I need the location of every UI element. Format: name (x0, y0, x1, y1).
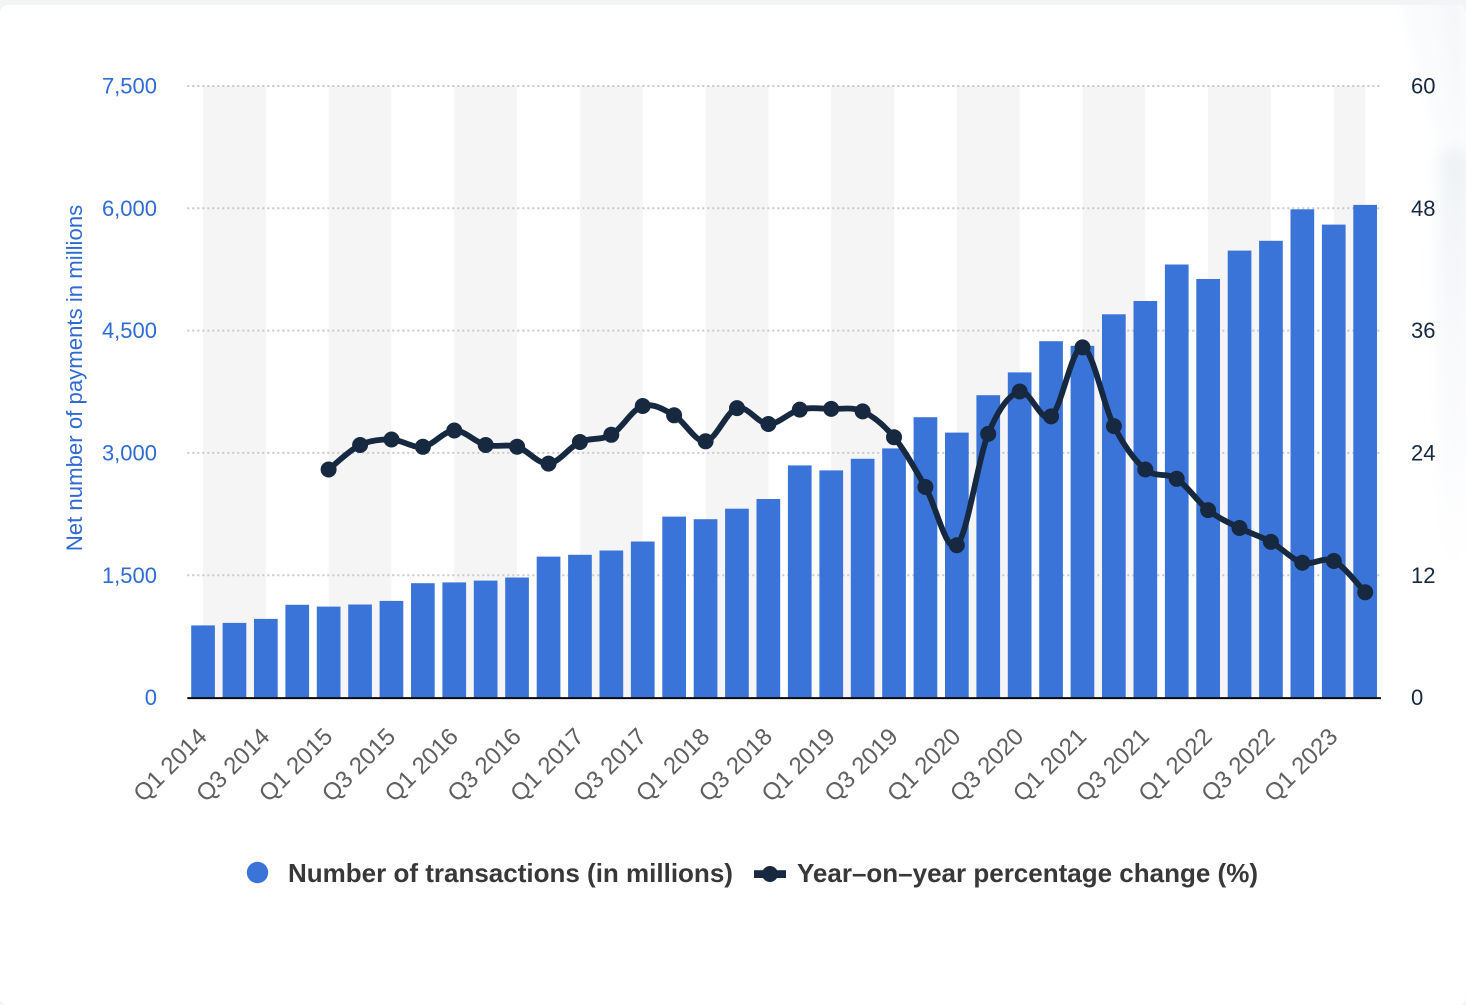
svg-text:Net number of payments in mill: Net number of payments in millions (62, 205, 87, 552)
svg-text:36: 36 (1411, 318, 1435, 343)
svg-text:60: 60 (1411, 74, 1435, 99)
svg-text:48: 48 (1411, 196, 1435, 221)
svg-text:12: 12 (1411, 563, 1435, 588)
svg-text:Number of transactions (in mil: Number of transactions (in millions) (288, 858, 733, 888)
svg-text:6,000: 6,000 (102, 196, 157, 221)
svg-text:Year–on–year percentage change: Year–on–year percentage change (%) (797, 858, 1258, 888)
svg-text:3,000: 3,000 (102, 441, 157, 466)
svg-text:4,500: 4,500 (102, 318, 157, 343)
svg-text:1,500: 1,500 (102, 563, 157, 588)
svg-text:7,500: 7,500 (102, 74, 157, 99)
svg-text:24: 24 (1411, 441, 1435, 466)
svg-text:0: 0 (1411, 685, 1423, 710)
svg-text:0: 0 (145, 685, 157, 710)
